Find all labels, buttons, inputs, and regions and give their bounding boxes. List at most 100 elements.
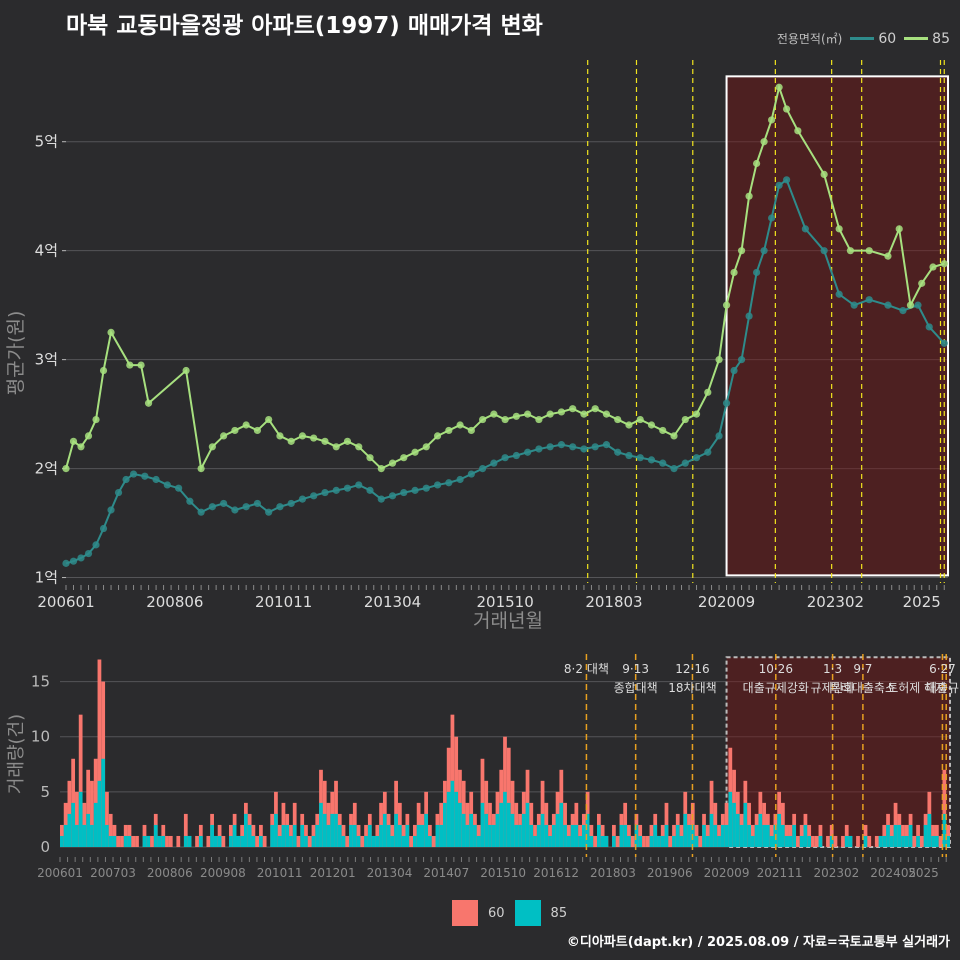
x-tick-label: 201803 xyxy=(585,593,642,611)
data-point-85 xyxy=(208,443,216,451)
bar-60 xyxy=(593,835,598,847)
data-point-85 xyxy=(846,247,855,255)
bar-y-tick-label: 0 xyxy=(40,838,50,856)
legend-title: 전용면적(㎡) xyxy=(776,32,843,46)
bar-60 xyxy=(698,835,703,847)
bar-85 xyxy=(416,824,421,847)
bar-x-tick-label: 201906 xyxy=(647,866,693,880)
data-point-60 xyxy=(186,497,194,505)
bar-60 xyxy=(135,835,139,847)
bar-85 xyxy=(142,835,147,847)
policy-label: 12·16 xyxy=(675,662,709,676)
data-point-85 xyxy=(745,192,753,200)
bar-60 xyxy=(168,835,173,847)
bar-60 xyxy=(856,835,860,847)
bar-60 xyxy=(86,769,91,847)
bar-85 xyxy=(461,813,466,847)
data-point-60 xyxy=(704,448,712,456)
bar-85 xyxy=(367,824,372,847)
bar-60 xyxy=(826,835,830,847)
bar-60 xyxy=(255,835,260,847)
policy-sublabel: 대출규 xyxy=(926,681,959,695)
bar-85 xyxy=(653,824,658,847)
bar-85 xyxy=(687,824,691,847)
data-point-60 xyxy=(636,454,644,462)
bar-85 xyxy=(397,824,402,847)
bar-60 xyxy=(120,835,124,847)
bar-85 xyxy=(390,835,395,847)
y-tick-label: 2억 xyxy=(35,460,58,478)
bar-85 xyxy=(781,824,785,847)
bar-85 xyxy=(848,835,853,847)
bar-85 xyxy=(901,835,905,847)
data-point-85 xyxy=(783,105,791,113)
bar-85 xyxy=(101,758,106,847)
highlight-box xyxy=(725,75,949,577)
policy-label: 6·27 xyxy=(929,662,956,676)
bar-85 xyxy=(664,824,669,847)
bar-85 xyxy=(371,835,376,847)
bar-60 xyxy=(510,780,515,847)
bar-85 xyxy=(521,813,526,847)
bar-x-tick-label: 202111 xyxy=(757,866,803,880)
data-point-85 xyxy=(276,432,284,440)
data-point-85 xyxy=(126,361,134,369)
bar-85 xyxy=(788,835,793,847)
policy-sublabel: 종합대책 xyxy=(614,680,658,695)
bar-85 xyxy=(709,813,714,847)
data-point-60 xyxy=(467,470,475,478)
bar-x-tick-label: 200908 xyxy=(200,866,246,880)
bar-85 xyxy=(623,824,628,847)
bar-85 xyxy=(356,835,361,847)
policy-label: 1·3 xyxy=(823,662,842,676)
data-point-60 xyxy=(287,499,295,508)
bar-x-tick-label: 202302 xyxy=(813,866,859,880)
data-point-85 xyxy=(366,454,374,462)
bar-x-tick-label: 201803 xyxy=(590,866,636,880)
data-point-85 xyxy=(69,437,78,445)
data-point-60 xyxy=(647,456,656,464)
bar-85 xyxy=(518,824,522,847)
data-point-85 xyxy=(820,170,828,179)
bar-60 xyxy=(206,835,211,847)
bar-85 xyxy=(627,835,631,847)
bar-85 xyxy=(563,824,567,847)
data-point-60 xyxy=(445,479,453,487)
bar-85 xyxy=(514,824,519,847)
bar-60 xyxy=(78,714,83,847)
bar-60 xyxy=(431,835,436,847)
bar-85 xyxy=(739,824,744,847)
bar-85 xyxy=(428,835,432,847)
data-point-85 xyxy=(321,437,329,445)
bar-85 xyxy=(450,780,455,847)
bar-x-tick-label: 201011 xyxy=(257,866,303,880)
x-tick-label: 200806 xyxy=(146,593,203,611)
bar-85 xyxy=(675,824,680,847)
bar-85 xyxy=(889,835,894,847)
bar-85 xyxy=(931,835,935,847)
legend-item-85: 85 xyxy=(904,31,950,47)
data-point-60 xyxy=(99,524,108,533)
data-point-85 xyxy=(137,361,145,369)
bar-85 xyxy=(75,824,79,847)
data-point-85 xyxy=(580,410,588,418)
bar-85 xyxy=(649,835,654,847)
bar-85 xyxy=(660,835,665,847)
bar-85 xyxy=(705,835,710,847)
data-point-85 xyxy=(794,127,802,135)
bar-85 xyxy=(559,802,564,847)
bar-85 xyxy=(566,835,571,847)
legend-swatch-85 xyxy=(904,37,929,40)
data-point-85 xyxy=(377,464,385,473)
bar-85 xyxy=(897,824,902,847)
bar-60 xyxy=(409,835,413,847)
bar-60 xyxy=(919,835,924,847)
bar-85 xyxy=(465,824,470,847)
x-tick-label: 202009 xyxy=(698,593,755,611)
bar-85 xyxy=(863,835,868,847)
data-point-85 xyxy=(265,415,273,424)
policy-label: 9·7 xyxy=(853,662,872,676)
bar-85 xyxy=(60,835,64,847)
bar-60 xyxy=(176,835,181,847)
bar-85 xyxy=(604,835,609,847)
